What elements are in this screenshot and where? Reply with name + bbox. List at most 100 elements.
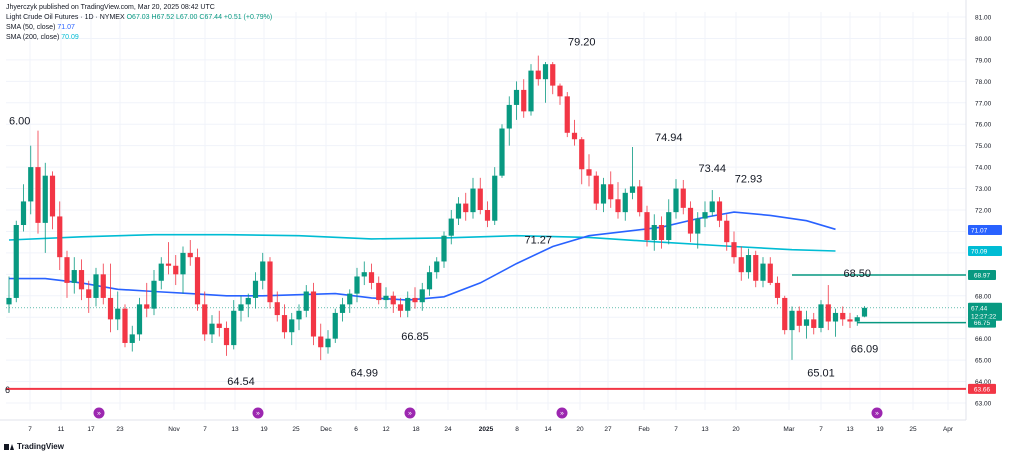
x-tick-label: 19: [876, 426, 884, 433]
x-tick-label: Nov: [168, 426, 180, 433]
candle-up: [622, 192, 628, 213]
candle-up: [803, 319, 810, 326]
y-tick-label: 66.00: [975, 336, 992, 343]
candle-up: [361, 272, 367, 277]
candle-up: [426, 272, 433, 290]
candle-up: [702, 212, 708, 219]
candle-down: [593, 175, 599, 204]
price-level-badge: [968, 383, 996, 394]
x-tick-label: 20: [576, 426, 584, 433]
candle-up: [115, 308, 121, 320]
x-tick-label: 13: [701, 426, 709, 433]
x-tick-label: 27: [604, 426, 612, 433]
candle-down: [571, 132, 578, 140]
candle-down: [644, 212, 650, 241]
candle-up: [42, 175, 48, 223]
candle-up: [470, 188, 476, 213]
candle-up: [818, 304, 824, 328]
sma200-legend[interactable]: SMA (200, close) 70.09: [6, 34, 79, 41]
candle-up: [499, 128, 505, 176]
y-tick-label: 76.00: [975, 122, 992, 129]
sma50-value: 71.07: [57, 24, 75, 31]
candle-up: [745, 255, 752, 273]
candle-up: [528, 70, 534, 112]
candle-up: [383, 295, 389, 301]
candle-down: [840, 312, 846, 320]
candle-down: [477, 188, 483, 210]
axis-price-badge: [968, 302, 1002, 321]
event-marker-icon: [871, 407, 883, 419]
candle-up: [347, 293, 353, 305]
sma50-legend[interactable]: SMA (50, close) 71.07: [6, 24, 75, 31]
candle-up: [419, 289, 425, 303]
price-annotation: 66.09: [851, 344, 879, 356]
candle-down: [687, 207, 694, 234]
price-annotation: 6.00: [9, 116, 30, 128]
candle-up: [339, 304, 346, 313]
candle-down: [412, 297, 418, 303]
candle-up: [231, 310, 237, 346]
candle-up: [760, 263, 766, 281]
candle-down: [86, 289, 92, 298]
x-tick-label: 2025: [479, 426, 494, 433]
instrument-title: Light Crude Oil Futures · 1D · NYMEX: [6, 14, 125, 21]
candle-down: [521, 89, 527, 112]
candle-down: [310, 291, 317, 337]
tradingview-logo-icon: [4, 443, 14, 451]
candle-down: [376, 282, 382, 301]
sma200-line: [8, 233, 836, 252]
candle-up: [854, 317, 860, 322]
y-tick-label: 75.00: [975, 143, 992, 150]
candle-down: [281, 315, 288, 333]
candle-down: [658, 225, 665, 241]
tradingview-logo[interactable]: TradingView: [4, 442, 64, 451]
candle-up: [651, 225, 657, 241]
candle-down: [724, 220, 730, 243]
candle-down: [637, 186, 643, 213]
publisher-line: Jhyerczyk published on TradingView.com, …: [6, 4, 215, 11]
candle-up: [354, 276, 360, 294]
candle-down: [550, 64, 556, 86]
y-tick-label: 78.00: [975, 79, 992, 86]
y-tick-label: 73.00: [975, 186, 992, 193]
y-tick-label: 81.00: [975, 15, 992, 22]
candle-down: [608, 184, 614, 200]
candle-up: [93, 274, 99, 298]
y-tick-label: 63.00: [975, 401, 992, 408]
left-edge-fragment: 6: [5, 385, 10, 395]
y-tick-label: 77.00: [975, 100, 992, 107]
candle-up: [448, 218, 454, 236]
candle-down: [535, 70, 541, 80]
y-tick-label: 64.00: [975, 379, 992, 386]
x-tick-label: 8: [515, 426, 519, 433]
candle-down: [194, 257, 201, 305]
x-tick-label: 7: [819, 426, 823, 433]
ohlc-values: O67.03 H67.52 L67.00 C67.44 +0.51 (+0.79…: [126, 14, 273, 21]
candle-down: [586, 169, 592, 176]
price-annotation: 74.94: [655, 132, 683, 144]
candle-up: [673, 188, 679, 213]
candle-down: [782, 297, 788, 331]
candle-down: [767, 263, 773, 283]
candle-down: [35, 167, 41, 223]
price-level-badge-label: 68.97: [974, 272, 991, 279]
candle-up: [20, 201, 27, 226]
candle-up: [861, 307, 868, 317]
candle-up: [666, 212, 672, 241]
sma50-label: SMA (50, close): [6, 24, 56, 31]
x-tick-label: 7: [674, 426, 678, 433]
price-level-badge-label: 66.75: [974, 320, 991, 327]
candle-down: [557, 85, 563, 97]
price-annotation: 71.27: [524, 234, 552, 246]
y-tick-label: 68.00: [975, 293, 992, 300]
candle-down: [390, 295, 396, 305]
candle-down: [615, 199, 621, 213]
candle-up: [513, 89, 520, 105]
candle-down: [100, 274, 106, 298]
price-annotation: 68.50: [843, 268, 871, 280]
price-annotation: 72.93: [735, 174, 763, 186]
candle-up: [629, 186, 636, 193]
candle-down: [107, 297, 114, 320]
candle-down: [825, 304, 831, 322]
